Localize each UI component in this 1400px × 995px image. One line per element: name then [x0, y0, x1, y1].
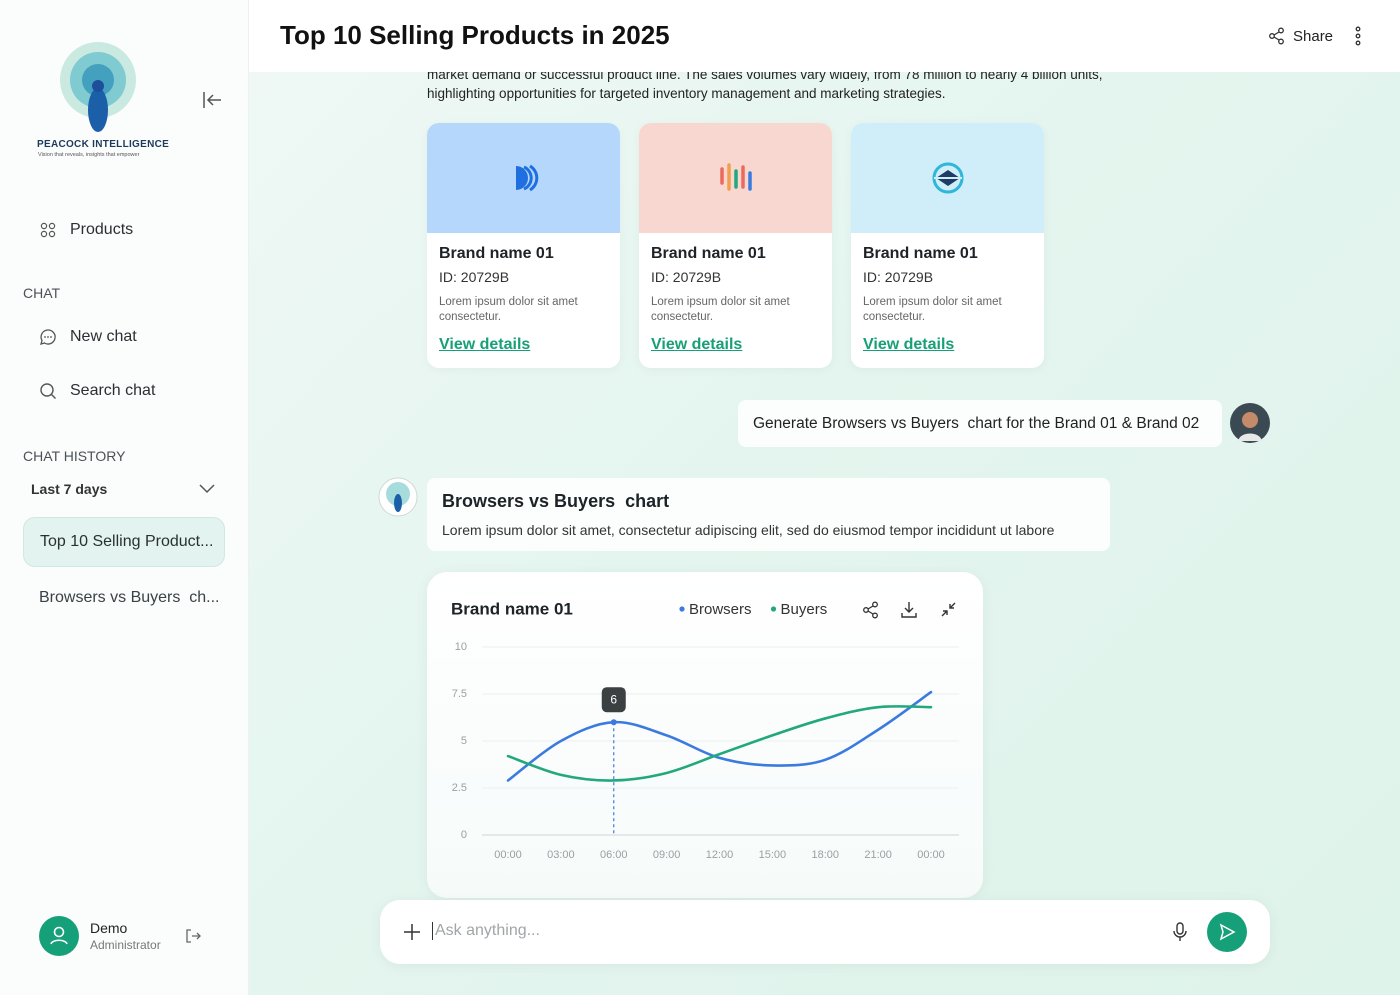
- tooltip-label: 6: [610, 692, 617, 706]
- share-button[interactable]: Share: [1293, 28, 1334, 45]
- card-link[interactable]: View details: [439, 336, 531, 353]
- collapse-chart[interactable]: [941, 602, 956, 617]
- card-link[interactable]: View details: [651, 336, 743, 353]
- legend-label: Browsers: [689, 601, 752, 618]
- legend-dot: [770, 606, 777, 612]
- y-tick-label: 10: [455, 641, 467, 653]
- history-filter[interactable]: Last 7 days: [31, 481, 108, 497]
- x-tick-label: 12:00: [706, 849, 734, 861]
- input-bar: Ask anything...: [380, 900, 1270, 964]
- tooltip-box: [601, 687, 626, 713]
- sidebar: PEACOCK INTELLIGENCE Vision that reveals…: [0, 0, 249, 995]
- line-series: [506, 705, 933, 782]
- header: Top 10 Selling Products in 2025 Share: [249, 0, 1400, 72]
- x-tick-label: 09:00: [653, 849, 681, 861]
- products-icon: [40, 222, 56, 238]
- reply-title: Browsers vs Buyers chart: [442, 491, 670, 511]
- nav-item[interactable]: New chat: [70, 328, 137, 345]
- x-tick-label: 00:00: [494, 849, 522, 861]
- card-id: ID: 20729B: [439, 269, 510, 285]
- share-chart[interactable]: [863, 601, 878, 619]
- card-id: ID: 20729B: [651, 269, 722, 285]
- x-tick-label: 00:00: [917, 849, 945, 861]
- card-desc: Lorem ipsum dolor sit amet consectetur.: [439, 296, 578, 323]
- y-tick-label: 0: [461, 829, 467, 841]
- mic-button[interactable]: [1172, 922, 1188, 942]
- page-title: Top 10 Selling Products in 2025: [280, 20, 670, 50]
- card-image: [639, 123, 832, 233]
- history-item[interactable]: Browsers vs Buyers ch...: [39, 589, 220, 606]
- user-name: Demo: [90, 920, 128, 936]
- card-id: ID: 20729B: [863, 269, 934, 285]
- chart-title: Brand name 01: [451, 599, 573, 618]
- x-tick-label: 15:00: [759, 849, 787, 861]
- logo: [60, 42, 136, 132]
- nav-item[interactable]: Search chat: [70, 382, 156, 399]
- chart-card: Brand name 01 0 2.5 5 7.5 10 00:00 03:00 06:00 0…: [427, 572, 983, 898]
- section-heading: CHAT HISTORY: [23, 448, 126, 464]
- y-tick-label: 2.5: [452, 782, 467, 794]
- card-desc: Lorem ipsum dolor sit amet consectetur.: [651, 296, 790, 323]
- line-series: [506, 690, 933, 782]
- legend-label: Buyers: [781, 601, 828, 618]
- card-image: [427, 123, 620, 233]
- history-item-active[interactable]: [23, 517, 225, 567]
- x-tick-label: 21:00: [864, 849, 892, 861]
- user-photo: [1230, 403, 1270, 443]
- tagline: Vision that reveals, insights that empow…: [38, 152, 140, 158]
- y-tick-label: 7.5: [452, 688, 467, 700]
- card-link[interactable]: View details: [863, 336, 955, 353]
- send-button[interactable]: [1207, 912, 1247, 952]
- product-card: Brand name 01 ID: 20729B Lorem ipsum dol…: [427, 123, 620, 368]
- product-card: Brand name 01 ID: 20729B Lorem ipsum dol…: [851, 123, 1044, 368]
- input-field[interactable]: Ask anything...: [432, 922, 540, 940]
- section-heading: CHAT: [23, 285, 61, 301]
- more-menu[interactable]: [1353, 26, 1363, 46]
- user-message: Generate Browsers vs Buyers chart for th…: [753, 415, 1200, 432]
- nav-item[interactable]: Products: [70, 221, 134, 238]
- legend-dot: [679, 606, 685, 612]
- product-card: Brand name 01 ID: 20729B Lorem ipsum dol…: [639, 123, 832, 368]
- card-image: [851, 123, 1044, 233]
- highlight-point: [610, 719, 617, 726]
- x-tick-label: 18:00: [811, 849, 839, 861]
- user-role: Administrator: [90, 938, 161, 952]
- add-button[interactable]: [403, 923, 421, 941]
- y-tick-label: 5: [461, 735, 467, 747]
- reply-text: Lorem ipsum dolor sit amet, consectetur …: [442, 522, 1055, 538]
- card-title: Brand name 01: [651, 245, 766, 262]
- collapse-button[interactable]: [202, 90, 224, 110]
- download-chart[interactable]: [901, 602, 917, 618]
- reply-bubble: [427, 478, 1110, 551]
- brand: PEACOCK INTELLIGENCE: [37, 139, 170, 150]
- card-desc: Lorem ipsum dolor sit amet consectetur.: [863, 296, 1002, 323]
- bot-avatar: [378, 477, 418, 517]
- logout-icon[interactable]: [184, 927, 202, 945]
- search-icon: [40, 383, 56, 399]
- card-title: Brand name 01: [439, 245, 554, 262]
- chat-icon: [40, 329, 56, 345]
- user-avatar: [39, 916, 79, 956]
- dropdown-icon[interactable]: [198, 482, 216, 494]
- x-tick-label: 03:00: [547, 849, 575, 861]
- history-item[interactable]: Top 10 Selling Product...: [40, 533, 214, 550]
- chart: Brand name 01 0 2.5 5 7.5 10 00:00 03:00 06:00 0…: [451, 599, 959, 861]
- share-icon[interactable]: [1268, 27, 1286, 45]
- user-message-bubble: [738, 400, 1222, 447]
- card-title: Brand name 01: [863, 245, 978, 262]
- x-tick-label: 06:00: [600, 849, 628, 861]
